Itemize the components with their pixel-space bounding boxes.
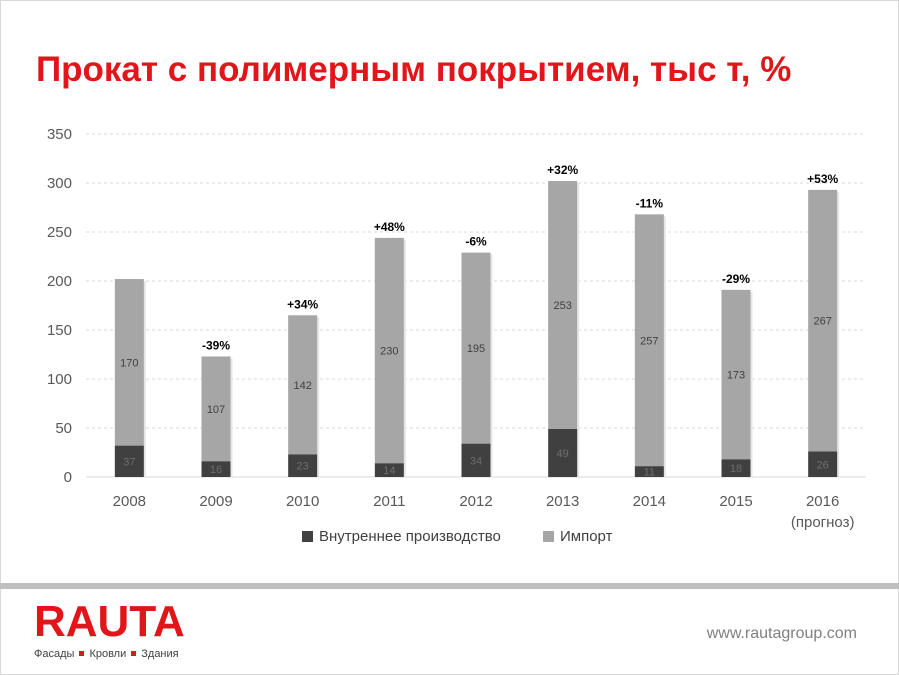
tagline-item: Кровли bbox=[89, 648, 127, 660]
x-tick-label: 2013 bbox=[546, 493, 579, 510]
domestic-value-label: 37 bbox=[123, 456, 135, 468]
domestic-value-label: 11 bbox=[644, 467, 655, 479]
tagline-dot bbox=[79, 651, 85, 657]
domestic-value-label: 49 bbox=[557, 448, 569, 460]
y-tick-label: 250 bbox=[47, 224, 72, 241]
slide-title: Прокат с полимерным покрытием, тыс т, % bbox=[36, 50, 792, 89]
bar-domestic bbox=[634, 466, 664, 477]
y-tick-label: 150 bbox=[47, 322, 72, 339]
bar-import bbox=[114, 279, 144, 446]
growth-label: -6% bbox=[465, 235, 487, 249]
legend-label-import: Импорт bbox=[560, 528, 613, 545]
bar-domestic bbox=[114, 445, 144, 477]
website-link[interactable]: www.rautagroup.com bbox=[706, 625, 857, 642]
import-value-label: 142 bbox=[293, 380, 311, 392]
y-tick-label: 50 bbox=[55, 420, 72, 437]
bar-domestic bbox=[374, 463, 404, 477]
growth-label: -11% bbox=[636, 196, 664, 210]
x-tick-label: 2009 bbox=[199, 493, 232, 510]
rauta-logo: RAUTA Фасады Кровли Здания bbox=[34, 597, 185, 661]
domestic-value-label: 23 bbox=[297, 461, 309, 473]
x-tick-label: 2016 bbox=[806, 493, 839, 510]
legend-swatch-import bbox=[543, 531, 554, 542]
import-value-label: 253 bbox=[553, 300, 571, 312]
legend-swatch-domestic bbox=[302, 531, 313, 542]
import-value-label: 195 bbox=[467, 343, 485, 355]
import-value-label: 257 bbox=[640, 335, 658, 347]
y-tick-label: 350 bbox=[47, 126, 72, 143]
x-tick-label: 2012 bbox=[459, 493, 492, 510]
legend-label-domestic: Внутреннее производство bbox=[319, 528, 501, 545]
bar-domestic bbox=[201, 461, 231, 477]
bar-import bbox=[548, 181, 578, 429]
y-tick-label: 200 bbox=[47, 273, 72, 290]
x-tick-label: 2011 bbox=[373, 493, 405, 510]
growth-label: -39% bbox=[202, 338, 230, 352]
tagline-item: Фасады bbox=[34, 648, 75, 660]
y-tick-label: 100 bbox=[47, 371, 72, 388]
y-tick-label: 300 bbox=[47, 175, 72, 192]
bar-import bbox=[808, 189, 838, 452]
tagline-item: Здания bbox=[141, 648, 179, 660]
bar-import bbox=[461, 252, 491, 444]
x-tick-label: 2008 bbox=[113, 493, 146, 510]
import-value-label: 173 bbox=[727, 370, 745, 382]
bar-import bbox=[721, 289, 751, 460]
bar-import bbox=[374, 237, 404, 464]
domestic-value-label: 14 bbox=[383, 465, 395, 477]
import-value-label: 170 bbox=[120, 357, 138, 369]
x-tick-label: 2014 bbox=[633, 493, 666, 510]
bar-import bbox=[634, 214, 664, 467]
stacked-bar-chart: 0 50 100 150 200 250 300 350 170 37 2008 107 16 -39% 2… bbox=[47, 126, 866, 545]
bar-import bbox=[201, 356, 231, 462]
bar-domestic bbox=[288, 454, 318, 477]
logo-tagline: Фасады Кровли Здания bbox=[34, 648, 185, 660]
bar-domestic bbox=[808, 451, 838, 477]
x-tick-label: 2015 bbox=[719, 493, 752, 510]
domestic-value-label: 18 bbox=[730, 463, 742, 475]
import-value-label: 107 bbox=[207, 404, 225, 416]
bar-domestic bbox=[721, 459, 751, 477]
domestic-value-label: 26 bbox=[817, 459, 829, 471]
import-value-label: 267 bbox=[813, 316, 831, 328]
x-tick-label: 2010 bbox=[286, 493, 319, 510]
logo-wordmark: RAUTA bbox=[34, 597, 185, 646]
bar-domestic bbox=[461, 443, 491, 477]
footer-separator bbox=[0, 583, 899, 589]
y-tick-label: 0 bbox=[64, 469, 72, 486]
bar-domestic bbox=[548, 428, 578, 477]
bar-import bbox=[288, 315, 318, 455]
domestic-value-label: 34 bbox=[470, 455, 482, 467]
growth-label: +32% bbox=[547, 163, 578, 177]
x-tick-sublabel: (прогноз) bbox=[791, 514, 855, 531]
growth-label: +34% bbox=[287, 297, 318, 311]
tagline-dot bbox=[131, 651, 137, 657]
growth-label: -29% bbox=[722, 272, 750, 286]
import-value-label: 230 bbox=[380, 346, 398, 358]
domestic-value-label: 16 bbox=[210, 464, 222, 476]
growth-label: +53% bbox=[807, 172, 838, 186]
growth-label: +48% bbox=[374, 220, 405, 234]
